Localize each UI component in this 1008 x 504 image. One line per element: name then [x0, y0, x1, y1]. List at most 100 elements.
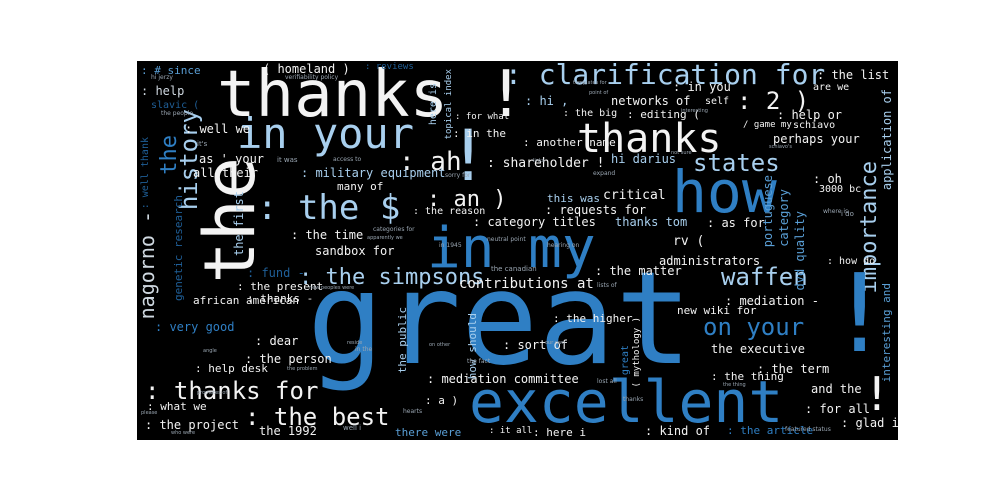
word-homeland: ( homeland ) — [263, 62, 350, 76]
word-in-your: in your — [237, 109, 415, 158]
word-this-was: this was — [547, 192, 600, 205]
word-thanks-for: : thanks for — [145, 377, 319, 405]
word-an: : an ) — [427, 187, 507, 212]
tiny-word: the people — [161, 110, 194, 117]
tiny-word: templates for — [573, 80, 607, 86]
word-the-higher: : the higher — [553, 312, 633, 325]
tiny-word: featured status — [785, 426, 831, 433]
word-mediation-committee: : mediation committee — [427, 372, 579, 386]
word-in-you: : in you — [673, 80, 731, 94]
word-two: : 2 ) — [737, 87, 810, 115]
word-the-reason: : the reason — [413, 206, 486, 217]
word-help: : help — [141, 84, 185, 98]
word-as-for: : as for — [707, 216, 765, 230]
word-thanks: thanks — [577, 116, 722, 162]
word-the-term: : the term — [757, 362, 830, 376]
word-cloud: great thanks ! in your the in my how exc… — [137, 61, 898, 440]
word-mythology: ( mythology ) — [632, 317, 642, 388]
tiny-word: verifiability policy — [285, 74, 339, 81]
word-in-my: in my — [427, 216, 596, 281]
word-schiavo: schiavo — [793, 120, 836, 131]
word-topical-index: topical index — [444, 69, 454, 140]
tiny-word: interesting — [681, 108, 708, 114]
tiny-word: our own — [545, 340, 566, 346]
tiny-word: lost all — [597, 378, 617, 385]
word-great: great — [307, 245, 693, 394]
word-what-we: : what we — [147, 400, 207, 413]
word-networks-of: networks of — [611, 94, 691, 108]
word-as-your: as ' your — [199, 152, 265, 166]
word-the-simpsons: : the simpsons — [299, 265, 485, 290]
word-bang-big: ! — [447, 115, 490, 197]
word-editing: : editing ( — [627, 108, 700, 121]
word-well-thank: : well thank — [140, 137, 151, 210]
tiny-word: well i — [343, 424, 362, 432]
tiny-word: i do — [841, 210, 854, 218]
tiny-word: it's — [197, 140, 208, 148]
word-and-the: and the — [811, 382, 862, 396]
word-critical: critical — [603, 188, 666, 203]
word-thanks-bang: thanks ! — [217, 61, 526, 132]
word-clarification-for: : clarification for — [505, 61, 826, 91]
tiny-word: thanks — [623, 396, 644, 403]
word-help-or: : help or — [777, 108, 843, 122]
word-the-dollar: : the $ — [257, 188, 401, 228]
word-how-should: how should — [466, 313, 479, 380]
tiny-word: the thing — [723, 382, 746, 388]
word-dear: : dear — [255, 334, 299, 348]
word-ah: : ah — [399, 147, 462, 177]
word-the-executive: the executive — [711, 342, 805, 356]
word-kind-of: : kind of — [645, 424, 711, 438]
tiny-word: hearts — [403, 408, 423, 415]
word-reviews: : reviews — [365, 62, 414, 72]
word-dvd-quality: dvd quality — [793, 211, 807, 291]
word-military-equipment: : military equipment — [301, 166, 446, 180]
word-contributions-at: contributions at — [459, 276, 594, 292]
word-waffen: waffen — [721, 263, 808, 291]
word-excellent: excellent — [469, 368, 784, 436]
word-all-their: all their — [193, 166, 259, 180]
word-the-article: : the article — [727, 424, 814, 437]
word-in-the: : in the — [453, 127, 506, 140]
word-the-1992: the 1992 — [259, 424, 317, 438]
word-interesting-and: interesting and — [880, 283, 893, 383]
word-bang-right2: ! — [863, 367, 891, 421]
tiny-word: categories for — [373, 226, 415, 233]
word-fund: : fund - — [247, 266, 305, 280]
word-the-big: : the big — [563, 108, 618, 119]
word-there-were: there were — [395, 426, 462, 439]
word-game-my: / game my — [743, 120, 792, 130]
tiny-word: the canadian — [491, 265, 537, 273]
word-the-public: the public — [396, 307, 409, 374]
word-the-person: : the person — [245, 352, 332, 366]
tiny-word: angle — [203, 348, 217, 354]
word-the-history: the — [157, 135, 182, 175]
tiny-word: links — [533, 158, 545, 164]
tiny-word: in 1945 — [439, 242, 462, 249]
word-self: self — [705, 96, 730, 107]
tiny-word: reside — [347, 340, 363, 346]
word-category-titles: : category titles — [473, 215, 596, 229]
word-the-first: the first — [232, 191, 246, 257]
tiny-word: new peoples were — [309, 285, 355, 291]
tiny-word: promotes of — [197, 390, 228, 396]
word-states: states — [693, 149, 780, 177]
tiny-word: apparently we — [367, 235, 403, 241]
tiny-word: not sure — [671, 150, 692, 156]
word-nagorno: nagorno - — [137, 211, 159, 320]
tiny-word: hi jerzy — [151, 74, 173, 81]
word-bang-right: ! — [827, 252, 893, 377]
word-many-of: many of — [337, 180, 384, 193]
word-the-list: : the list — [817, 68, 890, 82]
tiny-word: who were — [171, 430, 196, 436]
tiny-word: where is — [823, 208, 849, 215]
tiny-word: expand — [593, 170, 616, 177]
word-thanks-tom: thanks tom — [615, 215, 688, 229]
tiny-word: the problem — [287, 366, 318, 372]
word-category: category — [777, 189, 791, 247]
word-the-present: : the present — [237, 280, 324, 293]
word-administrators: administrators — [659, 254, 761, 268]
word-sandbox-for: sandbox for — [315, 244, 395, 258]
tiny-word: schiavo's — [769, 144, 792, 150]
word-genetic-research: genetic research — [172, 195, 185, 301]
